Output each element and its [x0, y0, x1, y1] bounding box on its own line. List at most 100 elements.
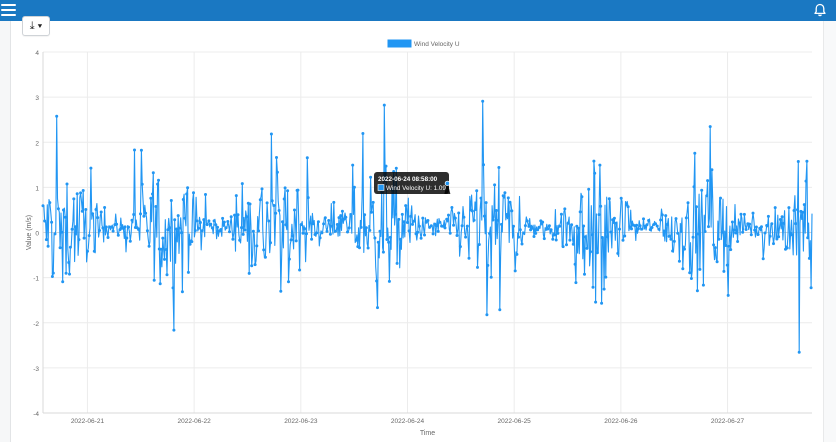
- data-point: [151, 171, 155, 175]
- download-button[interactable]: ⤓ ▾: [22, 16, 50, 36]
- data-point: [305, 156, 309, 160]
- data-point: [364, 226, 368, 230]
- tooltip: 2022-06-24 08:58:00 Wind Velocity U: 1.09: [374, 172, 451, 194]
- data-point: [472, 218, 476, 222]
- data-point: [423, 233, 426, 237]
- hamburger-menu-icon[interactable]: [1, 2, 17, 18]
- data-point: [186, 270, 190, 274]
- data-point: [109, 225, 113, 229]
- data-point: [86, 249, 89, 253]
- bell-icon[interactable]: [813, 3, 827, 18]
- y-tick-label: 2: [35, 140, 39, 147]
- series-points: [41, 99, 813, 354]
- data-point: [742, 212, 746, 216]
- data-point: [710, 168, 714, 172]
- y-tick-label: 0: [35, 231, 39, 238]
- data-point: [761, 257, 765, 261]
- data-point: [334, 229, 337, 233]
- data-point: [647, 219, 651, 222]
- data-point: [790, 233, 794, 237]
- data-point: [400, 212, 404, 216]
- data-point: [216, 225, 219, 229]
- data-point: [96, 216, 100, 220]
- data-point: [79, 191, 83, 195]
- data-point: [650, 226, 654, 229]
- data-point: [429, 224, 433, 228]
- data-point: [202, 218, 206, 222]
- data-point: [48, 201, 52, 205]
- data-point: [241, 232, 245, 236]
- data-point: [578, 210, 582, 214]
- data-point: [70, 227, 74, 231]
- data-point: [407, 229, 411, 233]
- data-point: [387, 240, 391, 244]
- data-point: [438, 220, 442, 224]
- data-point: [366, 246, 370, 250]
- data-point: [574, 281, 578, 285]
- data-point: [296, 188, 300, 192]
- data-point: [346, 230, 349, 234]
- data-point: [447, 213, 450, 217]
- data-point: [609, 230, 613, 234]
- data-point: [311, 222, 315, 226]
- data-point: [349, 213, 353, 217]
- data-point: [289, 238, 293, 242]
- data-point: [719, 196, 722, 200]
- data-point: [44, 238, 48, 242]
- data-point: [80, 209, 84, 213]
- data-point: [727, 244, 731, 248]
- data-point: [595, 251, 599, 255]
- data-point: [82, 236, 86, 240]
- data-point: [159, 247, 163, 251]
- data-point: [773, 206, 777, 210]
- data-point: [306, 196, 310, 200]
- data-point: [513, 269, 517, 273]
- data-point: [426, 219, 430, 222]
- data-point: [602, 287, 606, 291]
- data-point: [72, 197, 76, 201]
- data-point: [518, 228, 522, 232]
- data-point: [56, 207, 60, 211]
- data-point: [75, 192, 79, 196]
- data-point: [397, 217, 401, 221]
- data-point: [534, 231, 538, 235]
- data-point: [559, 212, 563, 216]
- data-point: [493, 183, 497, 187]
- data-point: [192, 191, 195, 195]
- data-point: [498, 308, 502, 312]
- data-point: [508, 200, 512, 204]
- data-point: [315, 231, 319, 235]
- data-point: [475, 189, 479, 193]
- data-point: [780, 215, 784, 219]
- data-point: [582, 224, 586, 228]
- data-point: [354, 238, 358, 242]
- data-point: [674, 217, 678, 221]
- data-point: [525, 219, 529, 223]
- data-point: [77, 238, 81, 242]
- data-point: [713, 246, 717, 250]
- data-point: [236, 213, 240, 217]
- data-point: [667, 234, 671, 238]
- data-point: [269, 241, 272, 245]
- data-point: [180, 231, 184, 235]
- data-point: [419, 236, 423, 240]
- data-point: [452, 223, 456, 227]
- data-point: [185, 192, 189, 196]
- data-point: [565, 243, 568, 247]
- data-point: [50, 275, 54, 278]
- data-point: [335, 223, 339, 226]
- data-point: [792, 209, 796, 212]
- data-point: [457, 211, 461, 215]
- x-tick-label: 2022-06-24: [391, 418, 425, 425]
- data-point: [219, 228, 223, 231]
- data-point: [158, 282, 162, 286]
- data-point: [61, 280, 65, 284]
- data-point: [730, 220, 734, 224]
- data-point: [554, 238, 558, 242]
- grid-lines: [43, 51, 812, 414]
- data-point: [604, 275, 608, 279]
- data-point: [698, 267, 702, 271]
- data-point: [707, 225, 710, 229]
- data-point: [84, 208, 88, 211]
- data-point: [405, 221, 409, 224]
